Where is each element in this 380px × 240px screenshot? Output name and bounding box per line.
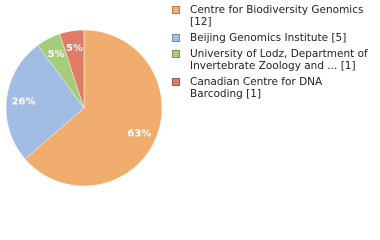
legend-label: Beijing Genomics Institute [5] bbox=[190, 32, 347, 44]
data-label: 5% bbox=[66, 43, 83, 54]
data-label: 26% bbox=[12, 96, 36, 107]
legend-entry: University of Lodz, Department of Invert… bbox=[172, 48, 372, 72]
pie-slice bbox=[5, 44, 85, 160]
legend-swatch bbox=[172, 34, 180, 42]
pie-slice bbox=[24, 29, 163, 187]
pie-slice bbox=[59, 29, 85, 109]
legend-label: Centre for Biodiversity Genomics [12] bbox=[190, 4, 364, 28]
data-label: 63% bbox=[127, 128, 151, 139]
legend-label: Canadian Centre for DNA Barcoding [1] bbox=[190, 76, 323, 100]
legend-entry: Canadian Centre for DNA Barcoding [1] bbox=[172, 76, 372, 100]
legend: Centre for Biodiversity Genomics [12] Bei… bbox=[172, 4, 372, 104]
legend-swatch bbox=[172, 78, 180, 86]
legend-entry: Beijing Genomics Institute [5] bbox=[172, 32, 372, 44]
pie: 63% 26% 5%5% bbox=[5, 29, 163, 187]
legend-entry: Centre for Biodiversity Genomics [12] bbox=[172, 4, 372, 28]
legend-swatch bbox=[172, 6, 180, 14]
data-label: 5% bbox=[48, 49, 65, 60]
legend-swatch bbox=[172, 50, 180, 58]
legend-label: University of Lodz, Department of Invert… bbox=[190, 48, 368, 72]
